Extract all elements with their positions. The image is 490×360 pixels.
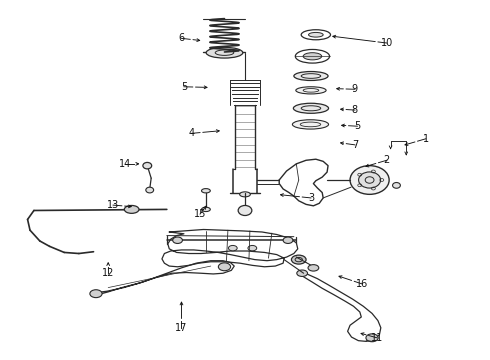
Ellipse shape bbox=[283, 237, 293, 243]
Ellipse shape bbox=[201, 189, 210, 193]
Ellipse shape bbox=[201, 207, 210, 212]
Text: 5: 5 bbox=[181, 82, 187, 92]
Ellipse shape bbox=[297, 270, 308, 276]
Ellipse shape bbox=[219, 263, 231, 271]
Ellipse shape bbox=[240, 192, 250, 197]
Ellipse shape bbox=[172, 237, 182, 243]
Text: 2: 2 bbox=[384, 155, 390, 165]
Ellipse shape bbox=[309, 32, 323, 37]
Ellipse shape bbox=[228, 246, 237, 251]
Ellipse shape bbox=[303, 53, 322, 60]
Text: 3: 3 bbox=[308, 193, 314, 203]
Ellipse shape bbox=[359, 172, 381, 188]
Ellipse shape bbox=[124, 206, 139, 213]
Text: 15: 15 bbox=[194, 209, 206, 219]
Ellipse shape bbox=[143, 162, 152, 169]
Text: 12: 12 bbox=[102, 268, 114, 278]
Ellipse shape bbox=[238, 206, 252, 216]
Ellipse shape bbox=[296, 87, 326, 94]
Text: 7: 7 bbox=[352, 140, 358, 150]
Ellipse shape bbox=[292, 255, 306, 264]
Text: 16: 16 bbox=[356, 279, 368, 289]
Ellipse shape bbox=[308, 265, 319, 271]
Ellipse shape bbox=[366, 334, 378, 342]
Text: 17: 17 bbox=[175, 323, 188, 333]
Text: 4: 4 bbox=[188, 129, 195, 138]
Ellipse shape bbox=[248, 246, 257, 251]
Ellipse shape bbox=[206, 47, 243, 58]
Text: 13: 13 bbox=[107, 200, 119, 210]
Text: 1: 1 bbox=[423, 134, 429, 144]
Ellipse shape bbox=[350, 166, 389, 194]
Text: 9: 9 bbox=[352, 84, 358, 94]
Text: 6: 6 bbox=[178, 33, 185, 43]
Text: 8: 8 bbox=[352, 105, 358, 115]
Ellipse shape bbox=[294, 72, 328, 81]
Text: 10: 10 bbox=[381, 38, 393, 48]
Ellipse shape bbox=[146, 187, 154, 193]
Ellipse shape bbox=[293, 120, 329, 129]
Text: 14: 14 bbox=[119, 159, 131, 169]
Ellipse shape bbox=[294, 103, 329, 113]
Text: 5: 5 bbox=[354, 121, 361, 131]
Text: 11: 11 bbox=[371, 333, 383, 343]
Ellipse shape bbox=[90, 290, 102, 298]
Ellipse shape bbox=[392, 183, 400, 188]
